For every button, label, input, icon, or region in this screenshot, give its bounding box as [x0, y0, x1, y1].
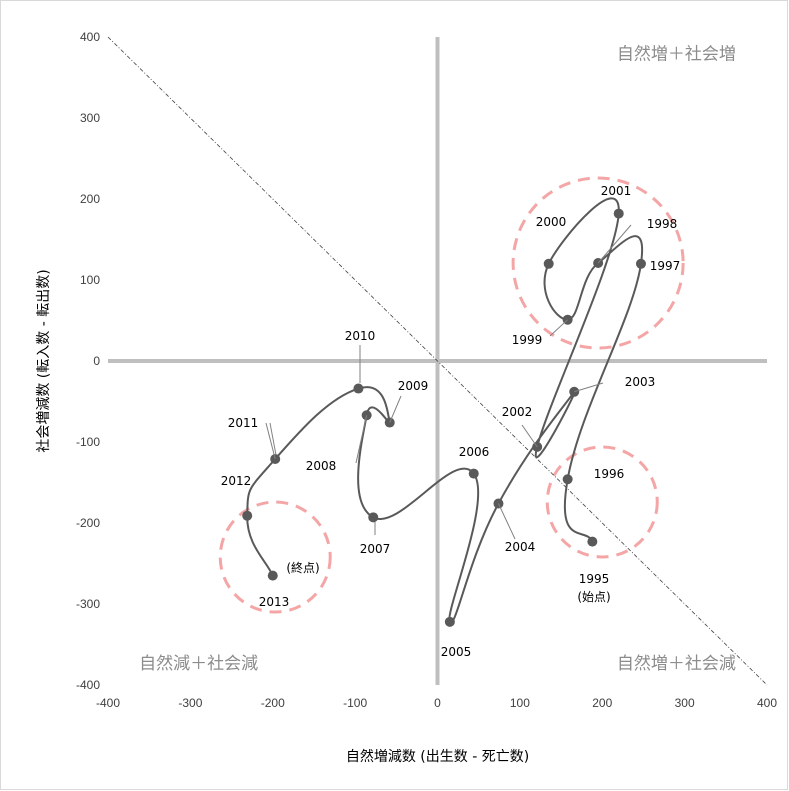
- year-label-2002: 2002: [502, 405, 533, 419]
- y-tick-label: 300: [80, 111, 100, 125]
- leader-line-2009: [389, 395, 402, 423]
- highlight-circle-bottom-right: [545, 445, 659, 559]
- diagonal-reference-line: [107, 36, 768, 686]
- leader-line-2003: [574, 382, 604, 393]
- trajectory-line: [246, 197, 644, 624]
- year-label-1996: 1996: [594, 467, 625, 481]
- quadrant-label-bottom-right: 自然増＋社会減: [617, 654, 736, 674]
- data-point-2013: [267, 570, 278, 581]
- y-tick-label: 0: [93, 354, 100, 368]
- x-tick-label: -200: [261, 696, 285, 710]
- data-point-2005: [444, 616, 455, 627]
- leader-line-2008: [355, 415, 368, 464]
- quadrant-label-bottom-left: 自然減＋社会減: [139, 654, 258, 674]
- leader-line-1999: [549, 319, 568, 337]
- data-point-2000: [543, 258, 554, 269]
- highlight-circle-bottom-left: [218, 500, 332, 614]
- year-label-2008: 2008: [306, 459, 337, 473]
- x-tick-label: -400: [96, 696, 120, 710]
- x-tick-label: -100: [343, 696, 367, 710]
- y-tick-label: 400: [80, 30, 100, 44]
- y-tick-label: 200: [80, 192, 100, 206]
- year-label-2007: 2007: [360, 542, 391, 556]
- data-point-2007: [368, 512, 379, 523]
- data-point-2012: [242, 510, 253, 521]
- data-point-2006: [468, 468, 479, 479]
- y-tick-label: -300: [76, 597, 100, 611]
- data-point-2001: [613, 208, 624, 219]
- leader-line-1998: [597, 224, 632, 264]
- leader-line-2002: [521, 424, 538, 448]
- y-tick-label: -100: [76, 435, 100, 449]
- year-label-2006: 2006: [459, 445, 490, 459]
- end-point-label: (終点): [286, 560, 319, 575]
- year-label-2009: 2009: [398, 379, 429, 393]
- leader-line-2011-b: [269, 422, 277, 456]
- year-label-2011: 2011: [228, 416, 259, 430]
- x-tick-label: 300: [675, 696, 695, 710]
- x-tick-label: 400: [757, 696, 777, 710]
- highlight-circle-top-right: [511, 176, 685, 350]
- year-label-2013: 2013: [259, 595, 290, 609]
- x-axis-title: 自然増減数 (出生数 - 死亡数): [346, 748, 529, 765]
- data-point-1995: [587, 536, 598, 547]
- x-tick-label: 0: [434, 696, 441, 710]
- year-label-2001: 2001: [601, 184, 632, 198]
- year-label-1997: 1997: [650, 259, 681, 273]
- data-point-2010: [353, 383, 364, 394]
- year-label-1998: 1998: [647, 217, 678, 231]
- leader-line-2004: [498, 503, 516, 540]
- year-label-2004: 2004: [505, 540, 536, 554]
- start-point-label: (始点): [577, 590, 610, 604]
- year-label-1999: 1999: [512, 333, 543, 347]
- quadrant-label-top-right: 自然増＋社会増: [617, 45, 736, 65]
- x-tick-label: 100: [510, 696, 530, 710]
- data-point-1996: [562, 474, 573, 485]
- data-point-1997: [635, 258, 646, 269]
- year-label-2005: 2005: [441, 645, 472, 659]
- leader-line-2011: [265, 422, 276, 460]
- year-label-2000: 2000: [536, 215, 567, 229]
- y-axis-title: 社会増減数 (転入数 - 転出数): [35, 269, 52, 452]
- year-label-1995: 1995: [579, 572, 610, 586]
- y-tick-label: -200: [76, 516, 100, 530]
- year-label-2012: 2012: [221, 474, 252, 488]
- x-tick-label: 200: [592, 696, 612, 710]
- y-tick-label: -400: [76, 678, 100, 692]
- year-label-2003: 2003: [625, 375, 656, 389]
- x-tick-label: -300: [178, 696, 202, 710]
- year-label-2010: 2010: [345, 329, 376, 343]
- y-tick-label: 100: [80, 273, 100, 287]
